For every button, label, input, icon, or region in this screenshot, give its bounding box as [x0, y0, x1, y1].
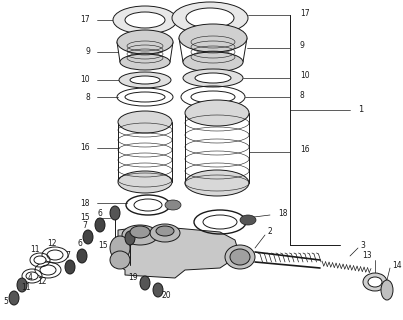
Ellipse shape	[179, 24, 247, 52]
Text: 19: 19	[129, 274, 138, 283]
Ellipse shape	[153, 283, 163, 297]
Text: 12: 12	[47, 239, 57, 249]
Ellipse shape	[113, 6, 177, 34]
Text: 18: 18	[81, 198, 90, 207]
Text: 11: 11	[21, 283, 31, 292]
Text: 18: 18	[278, 209, 287, 218]
Ellipse shape	[110, 206, 120, 220]
Text: 9: 9	[85, 47, 90, 57]
Ellipse shape	[203, 215, 237, 229]
Ellipse shape	[110, 251, 130, 269]
Ellipse shape	[122, 225, 158, 245]
Ellipse shape	[125, 231, 135, 245]
Text: 10: 10	[80, 76, 90, 84]
Text: 17: 17	[300, 9, 310, 18]
Ellipse shape	[185, 170, 249, 196]
Polygon shape	[118, 228, 238, 278]
Text: 16: 16	[300, 146, 310, 155]
Ellipse shape	[165, 200, 181, 210]
Ellipse shape	[134, 199, 162, 211]
Ellipse shape	[140, 276, 150, 290]
Text: 6: 6	[77, 238, 83, 247]
Ellipse shape	[118, 111, 172, 133]
Ellipse shape	[230, 249, 250, 265]
Ellipse shape	[26, 272, 38, 280]
Text: 17: 17	[80, 15, 90, 25]
Ellipse shape	[185, 100, 249, 126]
Ellipse shape	[368, 277, 382, 287]
Ellipse shape	[195, 73, 231, 83]
Ellipse shape	[95, 218, 105, 232]
Ellipse shape	[183, 52, 243, 72]
Text: 12: 12	[37, 276, 47, 285]
Ellipse shape	[47, 250, 63, 260]
Text: 3: 3	[360, 241, 365, 250]
Text: 9: 9	[300, 42, 305, 51]
Ellipse shape	[65, 260, 75, 274]
Text: 2: 2	[268, 227, 273, 236]
Text: 13: 13	[362, 252, 372, 260]
Ellipse shape	[9, 291, 19, 305]
Text: 16: 16	[80, 143, 90, 153]
Ellipse shape	[17, 278, 27, 292]
Ellipse shape	[40, 265, 56, 275]
Ellipse shape	[130, 226, 150, 238]
Text: 8: 8	[85, 92, 90, 101]
Ellipse shape	[191, 91, 235, 103]
Ellipse shape	[150, 224, 180, 242]
Ellipse shape	[172, 2, 248, 34]
Ellipse shape	[118, 171, 172, 193]
Ellipse shape	[381, 280, 393, 300]
Ellipse shape	[225, 245, 255, 269]
Text: 5: 5	[3, 298, 8, 307]
Text: 11: 11	[30, 245, 40, 254]
Text: 20: 20	[162, 291, 172, 300]
Ellipse shape	[183, 69, 243, 87]
Ellipse shape	[77, 249, 87, 263]
Ellipse shape	[125, 92, 165, 102]
Text: 1: 1	[358, 106, 363, 115]
Ellipse shape	[363, 273, 387, 291]
Ellipse shape	[83, 230, 93, 244]
Ellipse shape	[120, 54, 170, 70]
Text: 15: 15	[98, 242, 108, 251]
Text: 6: 6	[98, 209, 102, 218]
Ellipse shape	[240, 215, 256, 225]
Ellipse shape	[119, 72, 171, 88]
Ellipse shape	[110, 236, 130, 260]
Ellipse shape	[156, 226, 174, 236]
Ellipse shape	[186, 8, 234, 28]
Ellipse shape	[130, 76, 160, 84]
Text: 14: 14	[392, 260, 402, 269]
Text: 7: 7	[83, 220, 87, 229]
Text: 4: 4	[28, 274, 33, 283]
Text: 15: 15	[80, 213, 90, 222]
Text: 7: 7	[66, 251, 71, 260]
Text: 8: 8	[300, 91, 305, 100]
Ellipse shape	[117, 30, 173, 54]
Text: 10: 10	[300, 71, 310, 81]
Ellipse shape	[125, 12, 165, 28]
Ellipse shape	[34, 256, 46, 264]
